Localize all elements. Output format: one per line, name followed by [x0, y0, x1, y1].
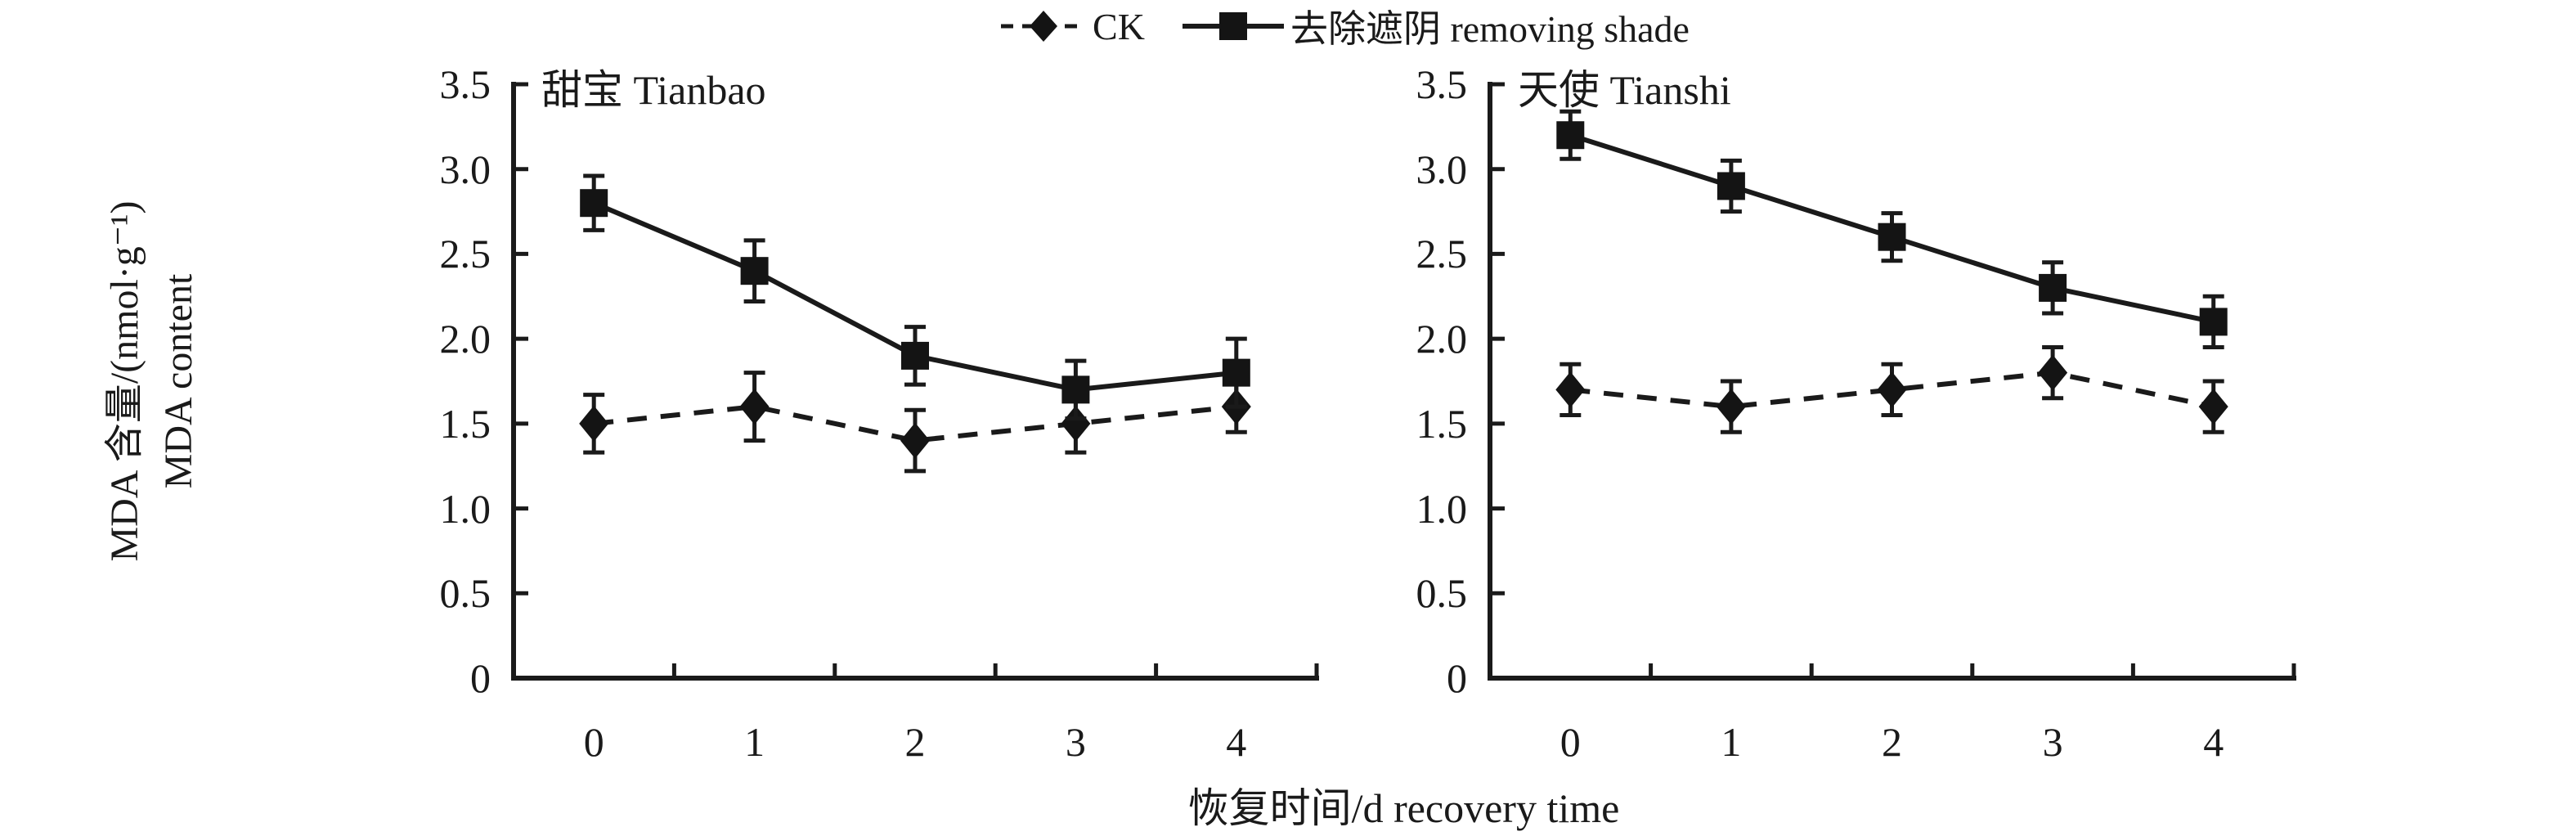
diamond-marker	[1061, 405, 1091, 442]
y-tick-label: 3.0	[1416, 146, 1468, 192]
y-tick-label: 2.5	[1416, 231, 1468, 277]
square-marker	[580, 189, 608, 218]
square-marker	[901, 341, 929, 370]
y-tick-label: 3.0	[439, 146, 491, 192]
y-tick-label: 1.0	[439, 485, 491, 532]
series-line-ck	[593, 404, 1237, 443]
removing-shade-solid-square-icon	[1182, 12, 1284, 40]
y-tick-label: 2.0	[439, 316, 491, 362]
x-tick-label: 0	[583, 719, 604, 765]
y-axis-title-line2: MDA content	[157, 273, 200, 489]
square-marker	[1556, 121, 1585, 150]
diamond-marker	[900, 422, 930, 459]
y-tick-label: 1.5	[439, 400, 491, 447]
y-tick-label: 0	[1447, 655, 1467, 701]
chart-title-tianshi: 天使 Tianshi	[1518, 67, 1731, 113]
axis-frame	[1488, 82, 2296, 681]
x-tick-label: 2	[1882, 719, 1902, 765]
y-axis-title: MDA 含量/(nmol·g⁻¹) MDA content	[98, 95, 213, 667]
x-tick-label: 1	[744, 719, 765, 765]
x-tick-label: 0	[1560, 719, 1581, 765]
legend-item-removing-shade: 去除遮阴 removing shade	[1182, 0, 1690, 53]
diamond-marker	[2198, 389, 2228, 425]
y-tick-label: 3.5	[1416, 61, 1468, 107]
legend: CK 去除遮阴 removing shade	[114, 2, 2576, 51]
legend-label-removing-shade: 去除遮阴 removing shade	[1290, 8, 1690, 50]
y-tick-label: 1.0	[1416, 485, 1468, 532]
x-tick-label: 3	[1065, 719, 1086, 765]
legend-item-ck: CK	[1001, 5, 1145, 48]
square-marker	[2039, 273, 2067, 302]
square-marker	[1717, 172, 1745, 200]
y-axis-title-line1: MDA 含量/(nmol·g⁻¹)	[103, 200, 146, 562]
x-tick-label: 4	[2203, 719, 2224, 765]
y-tick-label: 1.5	[1416, 400, 1468, 447]
x-tick-label: 3	[2042, 719, 2063, 765]
square-marker	[2199, 308, 2228, 336]
x-tick-label: 2	[904, 719, 926, 765]
square-marker	[1878, 222, 1906, 251]
diamond-marker	[1877, 371, 1907, 408]
diamond-marker	[1716, 389, 1746, 425]
diamond-marker	[579, 405, 609, 442]
diamond-marker	[739, 389, 770, 425]
ck-dashed-diamond-icon	[1001, 11, 1087, 42]
chart-title-tianbao: 甜宝 Tianbao	[541, 67, 766, 113]
square-marker	[1222, 358, 1250, 387]
diamond-marker	[2038, 354, 2068, 391]
legend-label-ck: CK	[1093, 5, 1145, 47]
square-marker	[740, 257, 769, 285]
y-tick-label: 2.0	[1416, 316, 1468, 362]
y-tick-label: 3.5	[439, 61, 491, 107]
x-tick-label: 1	[1721, 719, 1742, 765]
y-tick-label: 0.5	[1416, 570, 1468, 617]
diamond-marker	[1555, 371, 1586, 408]
y-tick-label: 0.5	[439, 570, 491, 617]
y-tick-label: 2.5	[439, 231, 491, 277]
series-line-ck	[1569, 370, 2215, 410]
y-tick-label: 0	[470, 655, 491, 701]
x-axis-title: 恢复时间/d recovery time	[1187, 785, 1620, 831]
square-marker	[1061, 375, 1090, 404]
axis-frame	[511, 82, 1319, 681]
x-tick-label: 4	[1226, 719, 1247, 765]
